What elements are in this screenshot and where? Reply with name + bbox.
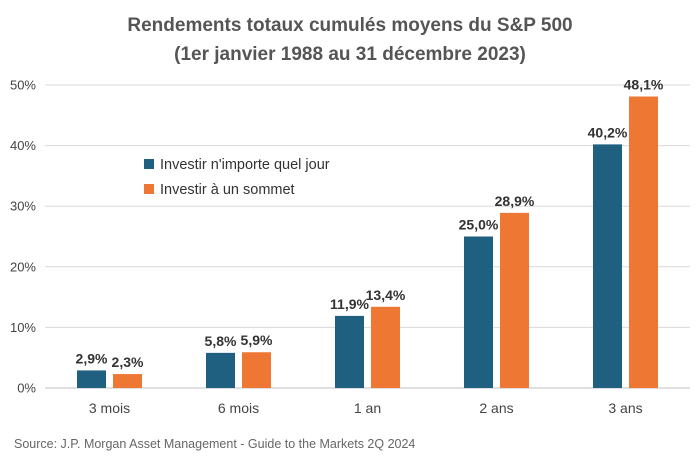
y-tick-label: 10%: [10, 320, 36, 335]
x-category-label: 3 mois: [89, 400, 130, 416]
x-axis-categories: 3 mois 6 mois 1 an 2 ans 3 ans: [89, 400, 643, 416]
source-note: Source: J.P. Morgan Asset Management - G…: [14, 437, 415, 451]
bar-any-day: [593, 144, 622, 388]
legend-swatch-series-1: [144, 184, 154, 194]
data-label: 40,2%: [588, 124, 628, 140]
bars: [77, 96, 658, 388]
y-tick-label: 20%: [10, 259, 36, 274]
y-axis-ticks: 0% 10% 20% 30% 40% 50%: [10, 78, 36, 396]
chart-title-line2: (1er janvier 1988 au 31 décembre 2023): [174, 44, 526, 65]
chart-title-line1: Rendements totaux cumulés moyens du S&P …: [127, 15, 572, 36]
data-label: 28,9%: [495, 193, 535, 209]
legend-label-series-1: Investir à un sommet: [160, 182, 295, 198]
y-tick-label: 40%: [10, 138, 36, 153]
data-label: 2,9%: [76, 350, 108, 366]
bar-at-peak: [500, 212, 529, 388]
x-category-label: 3 ans: [608, 400, 642, 416]
y-tick-label: 30%: [10, 199, 36, 214]
bar-at-peak: [113, 374, 142, 388]
bar-at-peak: [371, 306, 400, 388]
y-tick-label: 0%: [17, 381, 36, 396]
data-labels: 2,9% 2,3% 5,8% 5,9% 11,9%13,4% 25,0% 28,9% 40,2…: [76, 77, 664, 371]
y-tick-label: 50%: [10, 78, 36, 93]
data-label: 5,8%: [205, 333, 237, 349]
gridlines: [45, 84, 690, 389]
bar-any-day: [77, 370, 106, 388]
bar-at-peak: [629, 96, 658, 388]
bar-at-peak: [242, 352, 271, 388]
legend: Investir n'importe quel jour Investir à …: [144, 157, 330, 198]
data-label: 13,4%: [366, 287, 406, 303]
data-label: 48,1%: [624, 77, 664, 93]
legend-swatch-series-0: [144, 159, 154, 169]
x-category-label: 2 ans: [479, 400, 513, 416]
x-category-label: 1 an: [354, 400, 381, 416]
data-label: 5,9%: [241, 332, 273, 348]
bar-any-day: [464, 236, 493, 388]
legend-label-series-0: Investir n'importe quel jour: [160, 157, 330, 173]
bar-any-day: [206, 352, 235, 388]
bar-any-day: [335, 315, 364, 388]
x-category-label: 6 mois: [218, 400, 259, 416]
data-label: 2,3%: [112, 354, 144, 370]
data-label: 11,9%: [330, 296, 369, 312]
data-label: 25,0%: [459, 217, 499, 233]
